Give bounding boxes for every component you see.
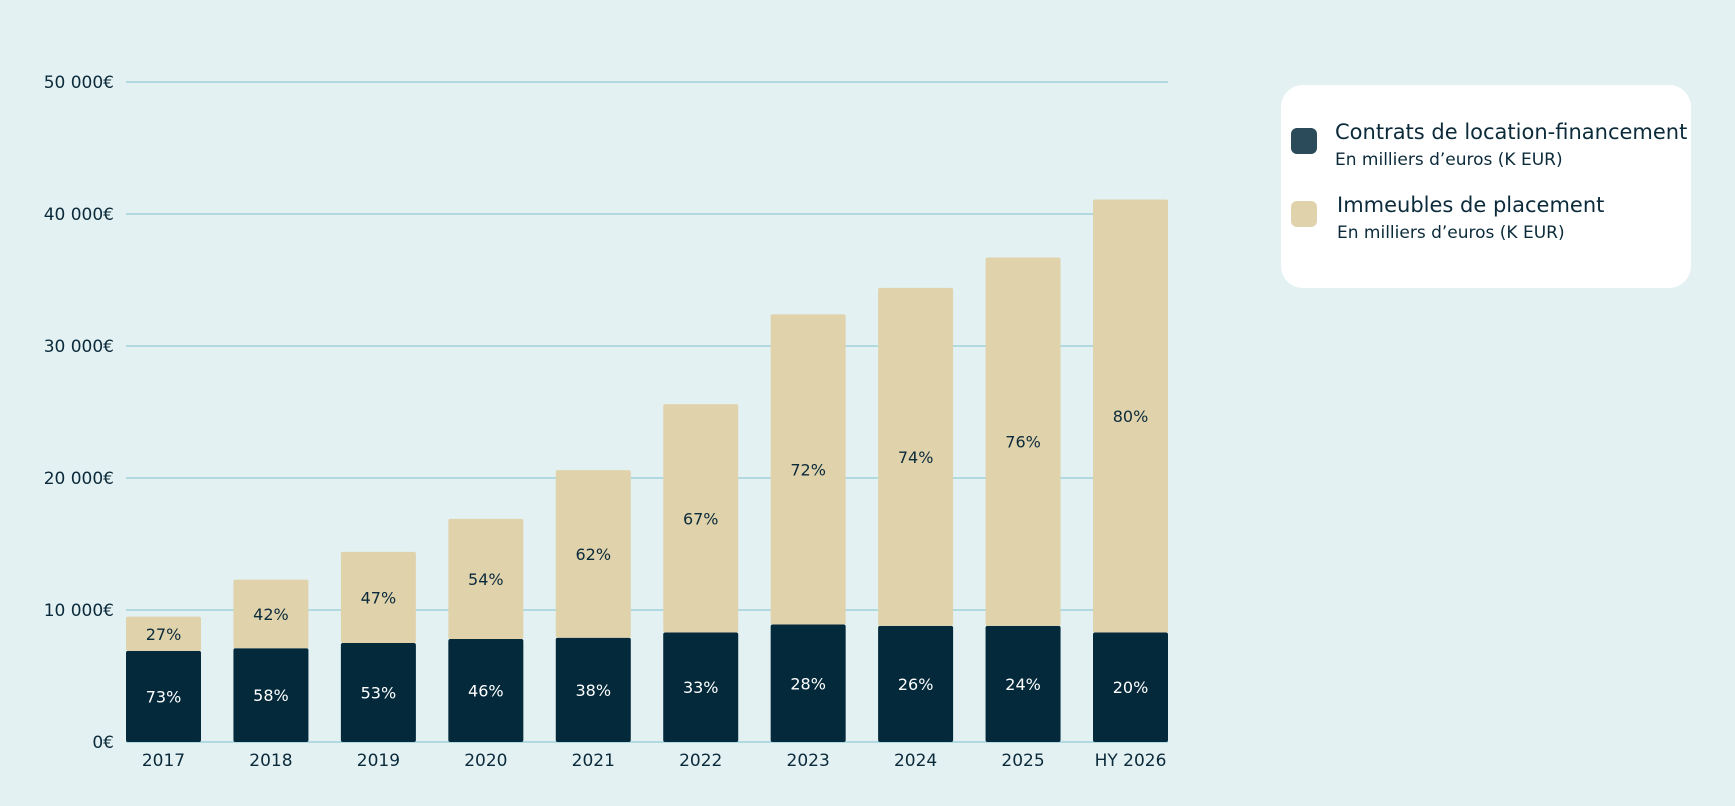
bar-segment-leasing: [1093, 632, 1168, 742]
bar-segment-leasing: [985, 625, 1061, 742]
legend-swatch-property: [1291, 201, 1317, 227]
x-tick-label: HY 2026: [1095, 751, 1167, 771]
x-tick-label: 2024: [894, 751, 937, 771]
legend-title-leasing: Contrats de location-financement: [1335, 120, 1688, 144]
bar-segment-leasing: [126, 650, 201, 742]
bar-value-label: 26%: [898, 675, 934, 694]
bar-value-label: 28%: [790, 674, 826, 693]
x-tick-label: 2022: [679, 751, 722, 771]
bar-value-labels: 73% 27% 58% 42% 53% 47% 46% 54% 38% 62% 33% 67% 28% 7…: [146, 407, 1149, 707]
legend-swatch-leasing: [1291, 128, 1317, 154]
bar-value-label: 80%: [1113, 407, 1149, 426]
y-axis-tick-labels: 0€ 10 000€ 20 000€ 30 000€ 40 000€ 50 000€: [44, 73, 114, 753]
bar-value-label: 76%: [1005, 433, 1041, 452]
bar-segment-property: [770, 314, 846, 625]
legend: Contrats de location-financement En mill…: [1281, 85, 1691, 288]
x-tick-label: 2020: [464, 751, 507, 771]
legend-subtitle-property: En milliers d’euros (K EUR): [1337, 223, 1565, 243]
bar-value-label: 74%: [898, 448, 934, 467]
bar-value-label: 42%: [253, 605, 289, 624]
bar-segment-leasing: [448, 639, 524, 742]
bar-value-label: 33%: [683, 678, 719, 697]
bar-segment-property: [663, 404, 739, 633]
bar-value-label: 27%: [146, 625, 182, 644]
bar-value-label: 38%: [575, 681, 611, 700]
x-tick-label: 2019: [357, 751, 400, 771]
bar-segment-leasing: [770, 624, 846, 742]
x-tick-label: 2025: [1001, 751, 1044, 771]
x-axis-tick-labels: 2017 2018 2019 2020 2021 2022 2023 2024 2025 HY 2…: [142, 751, 1167, 771]
x-tick-label: 2017: [142, 751, 185, 771]
bars: [126, 199, 1168, 742]
y-tick-label: 0€: [92, 733, 114, 753]
bar-segment-property: [233, 579, 309, 649]
y-tick-label: 40 000€: [44, 205, 114, 225]
bar-segment-leasing: [233, 648, 309, 742]
legend-subtitle-leasing: En milliers d’euros (K EUR): [1335, 150, 1563, 170]
bar-value-label: 46%: [468, 682, 504, 701]
y-tick-label: 20 000€: [44, 469, 114, 489]
bar-segment-property: [340, 551, 416, 643]
x-tick-label: 2018: [249, 751, 292, 771]
bar-value-label: 73%: [146, 687, 182, 706]
bar-value-label: 53%: [361, 684, 397, 703]
bar-value-label: 20%: [1113, 678, 1149, 697]
bar-value-label: 24%: [1005, 675, 1041, 694]
bar-segment-leasing: [663, 632, 739, 742]
bar-segment-leasing: [555, 637, 631, 742]
bar-segment-property: [555, 470, 631, 638]
y-tick-label: 50 000€: [44, 73, 114, 93]
bar-segment-property: [985, 257, 1061, 626]
bar-value-label: 54%: [468, 570, 504, 589]
bar-segment-property: [878, 287, 954, 626]
legend-title-property: Immeubles de placement: [1337, 193, 1605, 217]
bar-value-label: 58%: [253, 686, 289, 705]
bar-segment-property: [448, 518, 524, 640]
bar-segment-property: [126, 616, 201, 651]
x-tick-label: 2021: [572, 751, 615, 771]
bar-value-label: 67%: [683, 509, 719, 528]
bar-value-label: 47%: [361, 588, 397, 607]
bar-value-label: 72%: [790, 460, 826, 479]
bar-segment-leasing: [340, 643, 416, 742]
bar-segment-leasing: [878, 625, 954, 742]
bar-segment-property: [1093, 199, 1168, 633]
x-tick-label: 2023: [787, 751, 830, 771]
bar-value-label: 62%: [575, 545, 611, 564]
y-tick-label: 30 000€: [44, 337, 114, 357]
y-tick-label: 10 000€: [44, 601, 114, 621]
